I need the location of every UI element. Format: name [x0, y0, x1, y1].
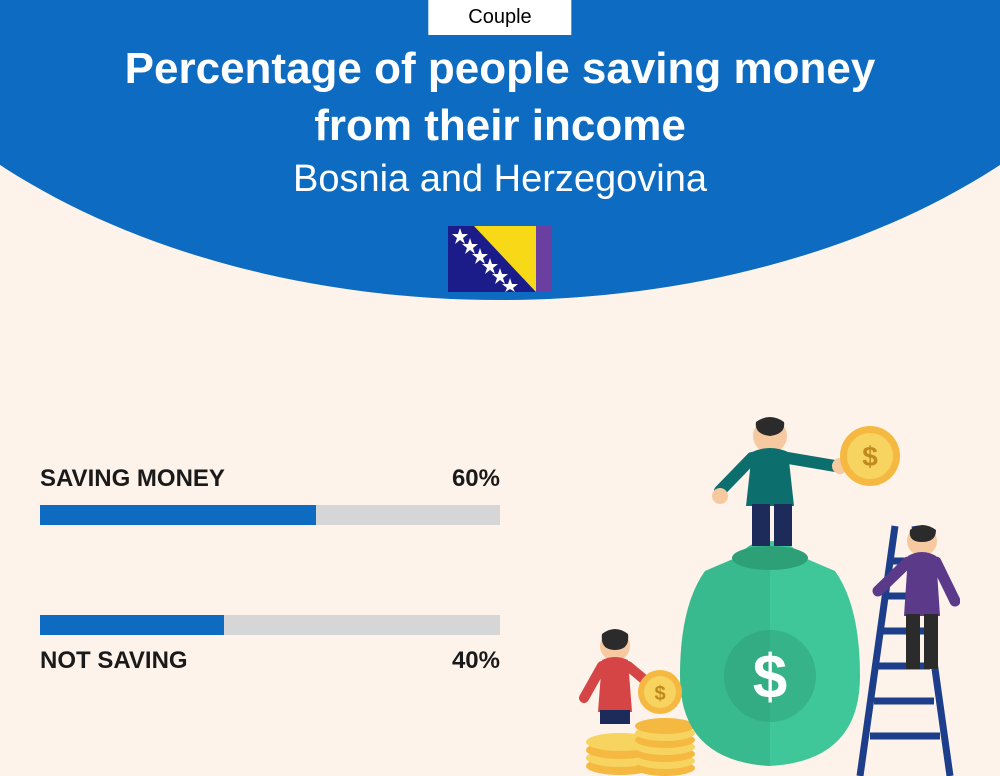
main-title-line2: from their income [0, 97, 1000, 154]
bar-value: 40% [452, 647, 500, 675]
bar-track [40, 615, 500, 635]
person-sitting-icon: $ [584, 629, 682, 724]
bar-label: SAVING MONEY [40, 465, 225, 493]
bar-row-notsaving: NOT SAVING 40% [40, 615, 500, 675]
title-block: Percentage of people saving money from t… [0, 40, 1000, 201]
svg-text:$: $ [654, 683, 665, 705]
bar-fill [40, 615, 224, 635]
person-top-icon: $ [712, 417, 900, 546]
svg-text:$: $ [862, 441, 878, 472]
bar-label: NOT SAVING [40, 647, 188, 675]
bar-row-saving: SAVING MONEY 60% [40, 465, 500, 525]
savings-illustration: $ $ [560, 406, 960, 776]
category-badge: Couple [428, 0, 571, 35]
flag-icon [448, 226, 552, 292]
bar-track [40, 505, 500, 525]
country-subtitle: Bosnia and Herzegovina [0, 158, 1000, 201]
bar-fill [40, 505, 316, 525]
bars-section: SAVING MONEY 60% NOT SAVING 40% [40, 465, 500, 675]
money-bag-icon: $ [680, 541, 860, 766]
svg-text:$: $ [753, 643, 787, 712]
bar-value: 60% [452, 465, 500, 493]
coin-stack-icon [586, 718, 695, 776]
main-title-line1: Percentage of people saving money [0, 40, 1000, 97]
